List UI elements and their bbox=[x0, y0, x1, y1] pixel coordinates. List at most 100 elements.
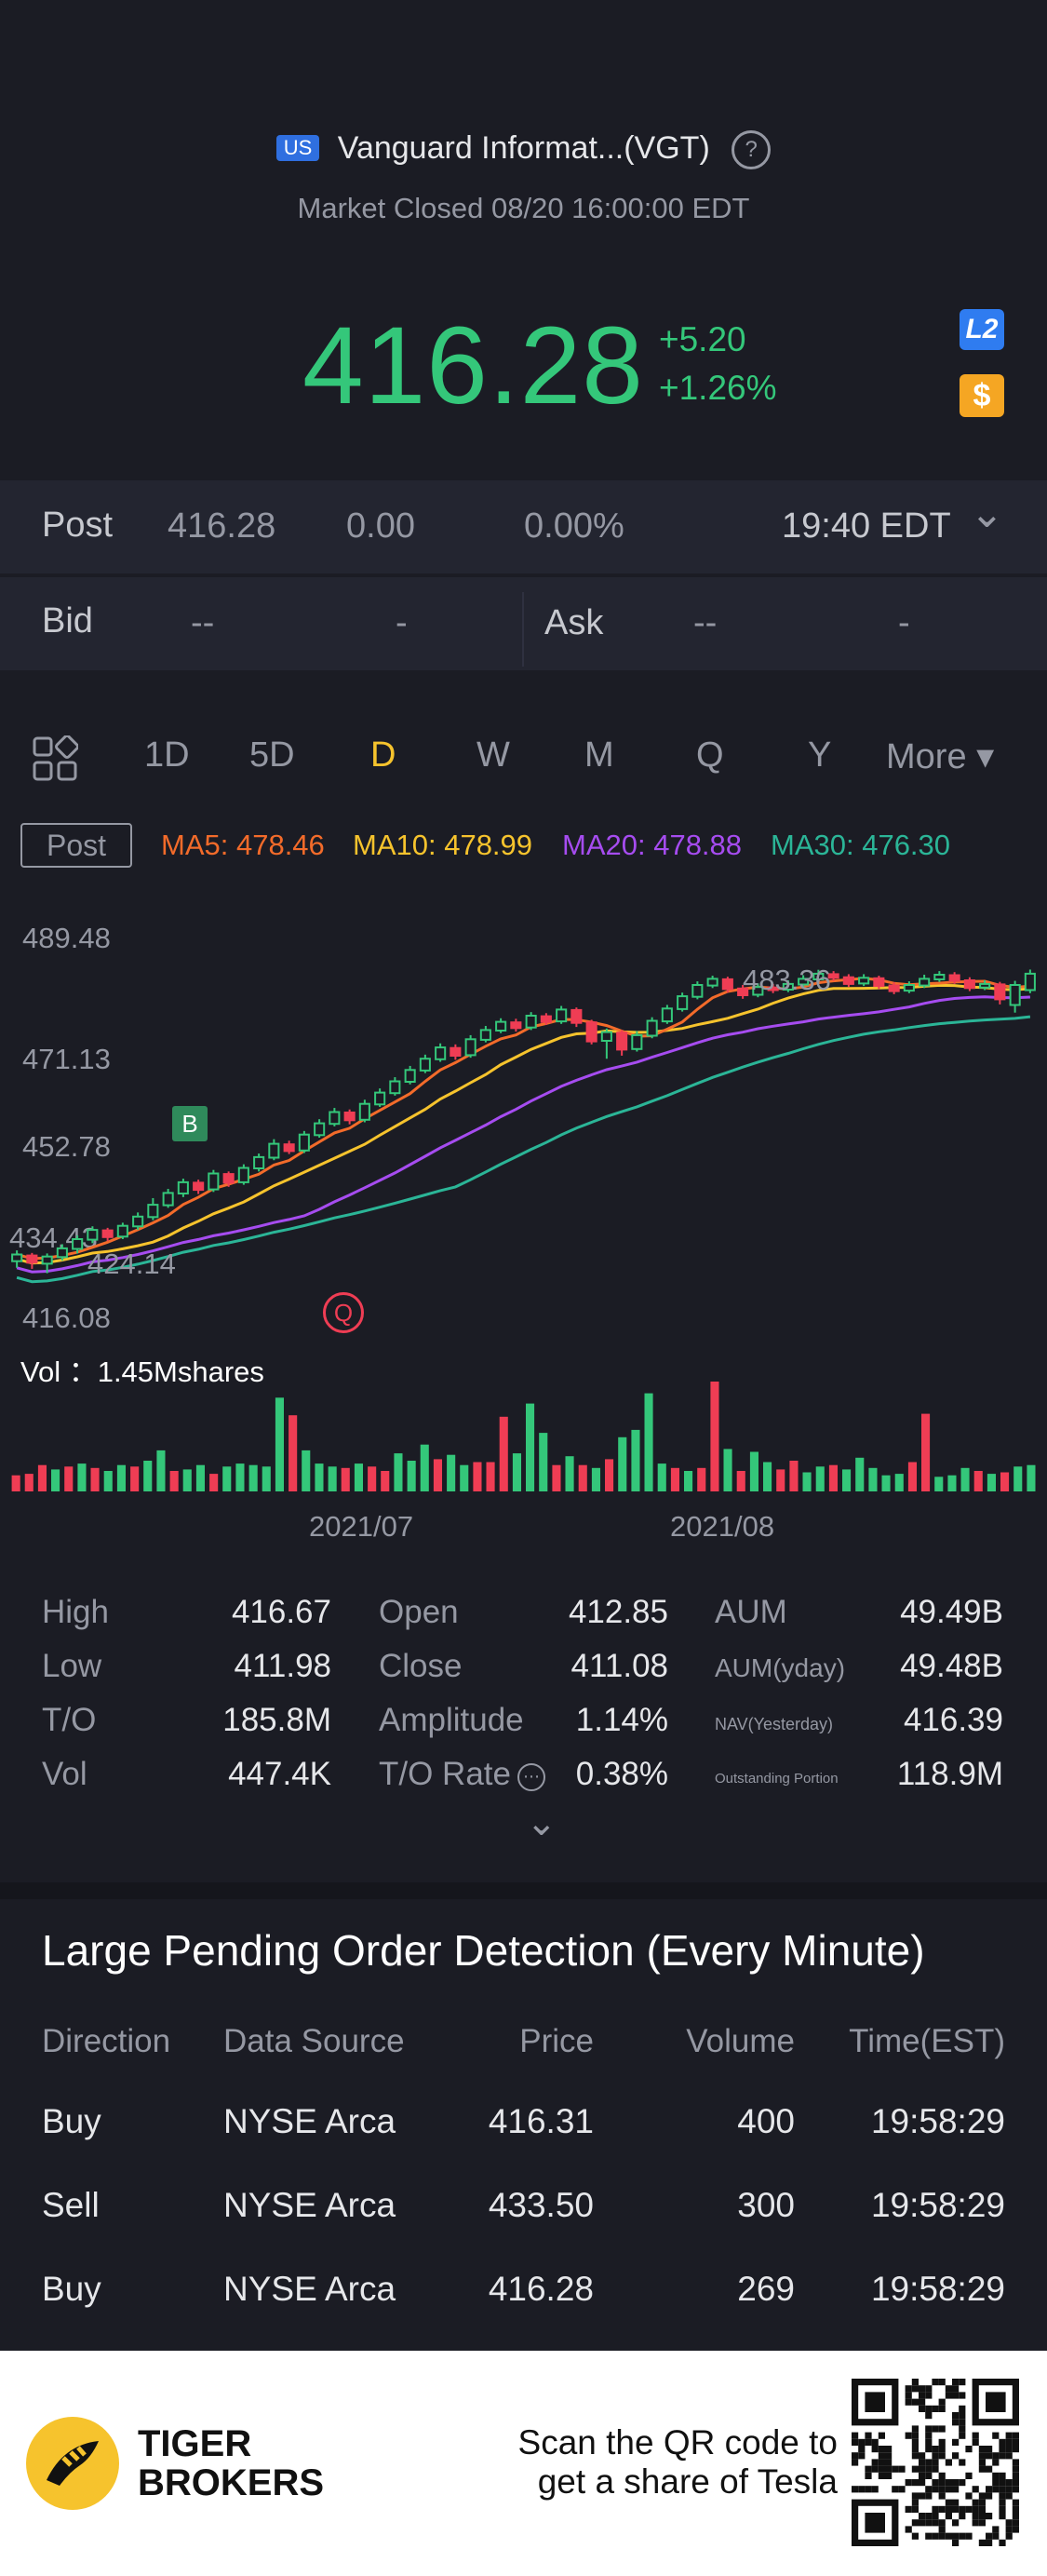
candle bbox=[888, 982, 900, 994]
post-time[interactable]: 19:40 EDT bbox=[782, 506, 951, 546]
volume-bar bbox=[499, 1416, 508, 1491]
order-volume: 269 bbox=[737, 2270, 795, 2308]
table-row[interactable]: Buy NYSE Arca 416.31 400 19:58:29 bbox=[0, 2102, 1047, 2167]
stat-label: Open bbox=[379, 1594, 459, 1630]
tiger-logo-icon bbox=[26, 2417, 119, 2510]
last-price: 416.28 bbox=[302, 304, 644, 427]
brand-name-line2: BROKERS bbox=[138, 2462, 325, 2503]
candle bbox=[903, 981, 915, 993]
candle bbox=[253, 1153, 265, 1172]
stat-value: 411.98 bbox=[234, 1648, 331, 1684]
stat-value: 412.85 bbox=[568, 1594, 668, 1630]
volume-bar bbox=[433, 1459, 442, 1491]
candle bbox=[193, 1180, 205, 1194]
tab-5d[interactable]: 5D bbox=[249, 735, 295, 775]
tab-week[interactable]: W bbox=[477, 735, 510, 775]
stat-value: 49.49B bbox=[900, 1594, 1003, 1630]
volume-bar bbox=[315, 1463, 324, 1491]
candle bbox=[677, 992, 689, 1012]
volume-bar bbox=[156, 1450, 166, 1491]
candle bbox=[691, 981, 704, 1000]
large-pending-orders bbox=[0, 1899, 1047, 2351]
quote-header bbox=[0, 0, 1047, 477]
dollar-icon[interactable]: $ bbox=[960, 374, 1004, 417]
ma20-line bbox=[16, 995, 1030, 1274]
volume-bar bbox=[302, 1450, 311, 1491]
volume-bar bbox=[328, 1466, 337, 1491]
volume-bar bbox=[368, 1466, 377, 1491]
volume-bar bbox=[381, 1471, 390, 1491]
buy-marker[interactable]: B bbox=[172, 1106, 208, 1141]
candle bbox=[737, 984, 749, 999]
volume-bar bbox=[420, 1444, 429, 1491]
ma30-line bbox=[16, 1015, 1031, 1284]
order-direction: Buy bbox=[42, 2102, 101, 2140]
volume-bar bbox=[394, 1453, 403, 1491]
q-marker[interactable]: Q bbox=[323, 1292, 364, 1333]
order-price: 416.28 bbox=[488, 2270, 594, 2308]
qr-code-icon[interactable] bbox=[852, 2379, 1019, 2546]
volume-bar bbox=[407, 1461, 416, 1491]
candle bbox=[389, 1077, 401, 1096]
tab-month[interactable]: M bbox=[584, 735, 614, 775]
volume-bar bbox=[802, 1472, 812, 1491]
tab-1d[interactable]: 1D bbox=[144, 735, 190, 775]
level2-icon[interactable]: L2 bbox=[960, 309, 1004, 350]
candle bbox=[919, 974, 931, 989]
candle bbox=[87, 1226, 99, 1244]
volume-bar bbox=[736, 1471, 745, 1491]
stat-label: NAV(Yesterday) bbox=[715, 1715, 834, 1733]
stat-value: 118.9M bbox=[896, 1756, 1003, 1792]
volume-bar bbox=[169, 1471, 179, 1491]
tab-more[interactable]: More ▾ bbox=[886, 737, 995, 776]
volume-bar bbox=[262, 1466, 271, 1491]
candle bbox=[963, 977, 975, 991]
candlestick-chart[interactable] bbox=[0, 894, 1047, 1331]
candle bbox=[706, 976, 718, 989]
candle bbox=[631, 1031, 643, 1052]
ma10-line bbox=[16, 983, 1031, 1265]
order-source: NYSE Arca bbox=[223, 2102, 396, 2140]
volume-bar bbox=[195, 1464, 205, 1491]
volume-bar bbox=[103, 1471, 113, 1491]
post-session-badge[interactable]: Post bbox=[20, 823, 132, 868]
title-row: US Vanguard Informat...(VGT) ? bbox=[0, 130, 1047, 169]
help-icon[interactable]: ? bbox=[732, 130, 772, 169]
low-marker: 424.14 bbox=[87, 1248, 176, 1280]
col-header-direction: Direction bbox=[42, 2023, 171, 2059]
volume-bar bbox=[209, 1474, 219, 1491]
volume-bar bbox=[697, 1467, 706, 1491]
stat-label: T/O Rate bbox=[379, 1756, 511, 1792]
col-header-price: Price bbox=[519, 2023, 594, 2059]
candle bbox=[661, 1005, 673, 1024]
candle bbox=[147, 1197, 159, 1221]
chevron-down-icon[interactable]: ⌄ bbox=[970, 491, 1004, 536]
expand-icon[interactable]: ⌄ bbox=[526, 1802, 557, 1843]
stat-label: T/O bbox=[42, 1702, 97, 1738]
security-name: Vanguard Informat...(VGT) bbox=[337, 130, 710, 166]
table-row[interactable]: Sell NYSE Arca 433.50 300 19:58:29 bbox=[0, 2186, 1047, 2251]
candle bbox=[948, 972, 960, 984]
volume-bar bbox=[644, 1393, 653, 1491]
volume-bar bbox=[182, 1469, 192, 1491]
info-icon[interactable]: ⋯ bbox=[517, 1763, 545, 1791]
candle bbox=[177, 1179, 189, 1197]
order-source: NYSE Arca bbox=[223, 2270, 396, 2308]
volume-bar bbox=[973, 1471, 983, 1491]
volume-bar bbox=[605, 1459, 614, 1491]
table-row[interactable]: Buy NYSE Arca 416.28 269 19:58:29 bbox=[0, 2270, 1047, 2335]
grid-icon[interactable] bbox=[32, 735, 78, 782]
ma10-label: MA10: 478.99 bbox=[353, 829, 533, 861]
candle bbox=[585, 1019, 597, 1045]
tab-quarter[interactable]: Q bbox=[696, 735, 724, 775]
volume-bar bbox=[222, 1466, 232, 1491]
candle bbox=[782, 980, 794, 992]
tab-day[interactable]: D bbox=[370, 735, 396, 775]
candle bbox=[721, 977, 733, 993]
candle bbox=[268, 1139, 280, 1161]
price-change-percent: +1.26% bbox=[659, 369, 777, 407]
y-tick-label: 416.08 bbox=[22, 1301, 111, 1334]
volume-bar bbox=[868, 1467, 878, 1491]
tab-year[interactable]: Y bbox=[808, 735, 832, 775]
volume-bar bbox=[90, 1467, 100, 1491]
